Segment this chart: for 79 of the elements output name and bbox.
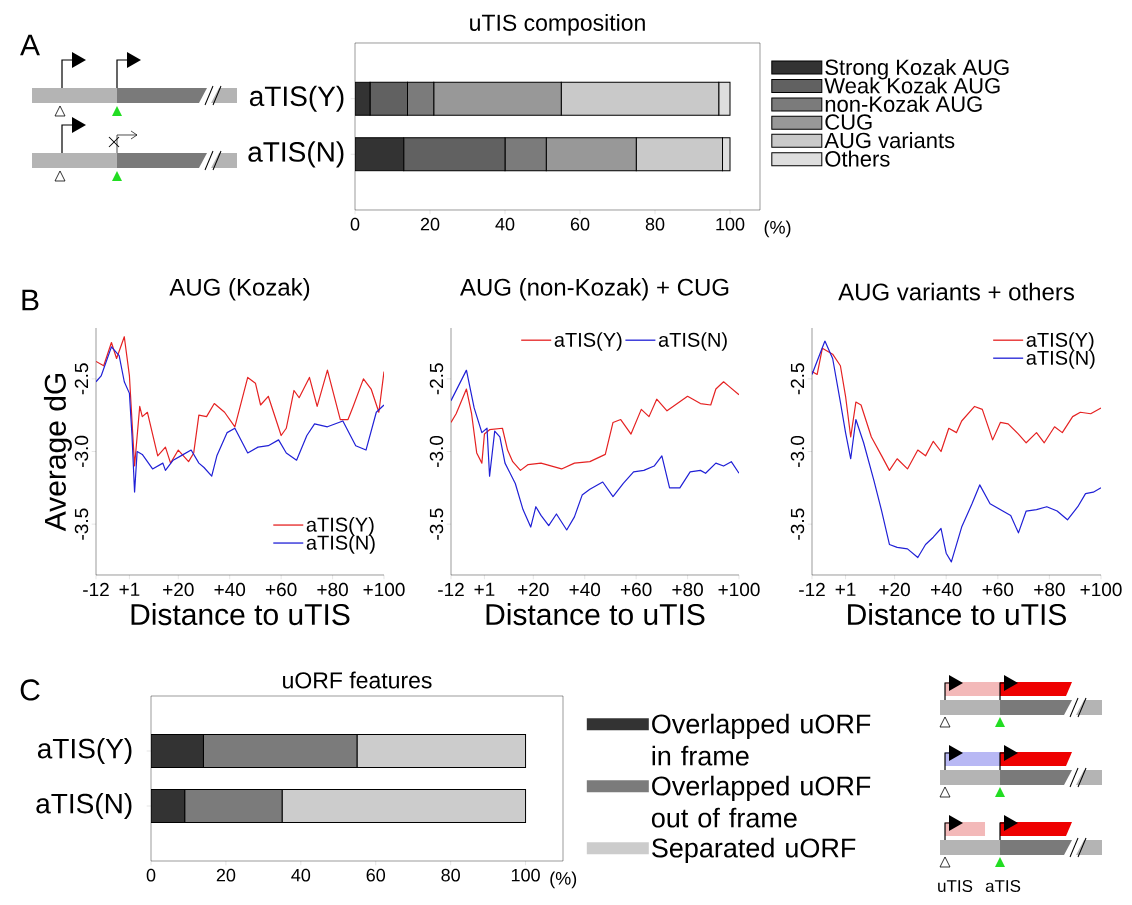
y-tick-label: -3.5	[790, 508, 805, 540]
x-tick-label: +40	[214, 582, 246, 597]
y-tick-label: -3.0	[74, 435, 89, 468]
text: uTIS	[938, 879, 973, 893]
x-tick-label: 80	[441, 868, 460, 882]
text: B	[22, 289, 39, 311]
x-tick-label: +1	[474, 582, 495, 596]
line-series	[96, 336, 385, 467]
x-tick-label: +1	[835, 582, 856, 596]
x-tick-label: +60	[265, 582, 297, 597]
x-axis-title: (%)	[550, 871, 577, 889]
text: C	[20, 679, 40, 701]
y-axis-title: Average dG	[43, 374, 72, 532]
x-tick-label: 100	[716, 217, 745, 231]
x-tick-label: -12	[799, 582, 825, 597]
legend-label: aTIS(N)	[1026, 350, 1095, 369]
line-series	[451, 381, 740, 471]
y-tick-label: aTIS(N)	[36, 792, 132, 820]
y-tick-label: -3.0	[790, 435, 805, 468]
y-tick-label: -2.5	[790, 363, 805, 395]
text: A	[20, 34, 40, 56]
x-tick-label: +80	[1034, 582, 1065, 597]
x-tick-label: +60	[620, 582, 652, 597]
legend-label: AUG variants	[824, 132, 955, 149]
legend-label: aTIS(N)	[306, 535, 375, 554]
x-tick-label: +1	[119, 582, 140, 596]
x-axis-title: Distance to uTIS	[131, 603, 350, 626]
text: aTIS	[985, 879, 1021, 893]
y-tick-label: -3.5	[429, 508, 444, 540]
x-tick-label: +20	[879, 582, 910, 597]
x-tick-label: +100	[1080, 582, 1122, 597]
x-tick-label: +40	[569, 582, 601, 597]
y-tick-label: -3.5	[74, 508, 89, 540]
chart-title: AUG variants + others	[838, 282, 1074, 301]
x-tick-label: -12	[83, 582, 109, 597]
legend-label: aTIS(N)	[658, 332, 727, 351]
chart-title: AUG (Kozak)	[169, 278, 310, 301]
y-tick-label: aTIS(Y)	[37, 737, 132, 765]
x-axis-title: Distance to uTIS	[848, 603, 1066, 626]
chart-title: uTIS composition	[470, 14, 645, 36]
chart-title: AUG (non-Kozak) + CUG	[460, 278, 729, 301]
y-tick-label: -2.5	[429, 363, 444, 395]
y-tick-label: -2.5	[74, 363, 89, 395]
x-tick-label: +20	[163, 582, 194, 597]
line-series	[451, 369, 740, 531]
y-tick-label: -3.0	[429, 435, 444, 468]
x-tick-label: +80	[672, 582, 703, 597]
x-tick-label: 100	[511, 868, 540, 882]
x-tick-label: 60	[570, 217, 590, 231]
line-series	[96, 346, 385, 493]
legend-label: aTIS(Y)	[1026, 332, 1094, 351]
legend-label: Others	[825, 150, 890, 167]
x-tick-label: +100	[718, 582, 760, 597]
legend-label: Overlapped uORF out of frame	[651, 775, 871, 828]
legend-label: aTIS(Y)	[554, 332, 622, 351]
x-tick-label: 60	[366, 868, 386, 882]
legend-label: aTIS(Y)	[306, 517, 374, 536]
x-axis-title: (%)	[764, 220, 791, 238]
legend-label: Overlapped uORF in frame	[652, 713, 871, 766]
x-tick-label: 20	[420, 217, 440, 231]
bar	[151, 734, 204, 768]
x-tick-label: 0	[350, 217, 360, 231]
x-tick-label: 80	[645, 217, 665, 231]
legend-label: Separated uORF	[652, 837, 856, 863]
bar	[151, 789, 186, 823]
chart-title: uORF features	[283, 671, 432, 689]
x-tick-label: +60	[982, 582, 1014, 597]
legend-label: CUG	[825, 114, 872, 130]
x-axis-title: Distance to uTIS	[486, 603, 705, 626]
x-tick-label: 40	[495, 217, 515, 231]
x-tick-label: +80	[317, 582, 348, 597]
x-tick-label: +20	[518, 582, 549, 597]
x-tick-label: 20	[216, 868, 236, 882]
x-tick-label: -12	[438, 582, 464, 597]
legend-label: non-Kozak AUG	[825, 95, 982, 112]
x-tick-label: 0	[146, 868, 156, 882]
x-tick-label: 40	[291, 868, 311, 882]
x-tick-label: +100	[363, 582, 405, 597]
x-tick-label: +40	[931, 582, 962, 597]
